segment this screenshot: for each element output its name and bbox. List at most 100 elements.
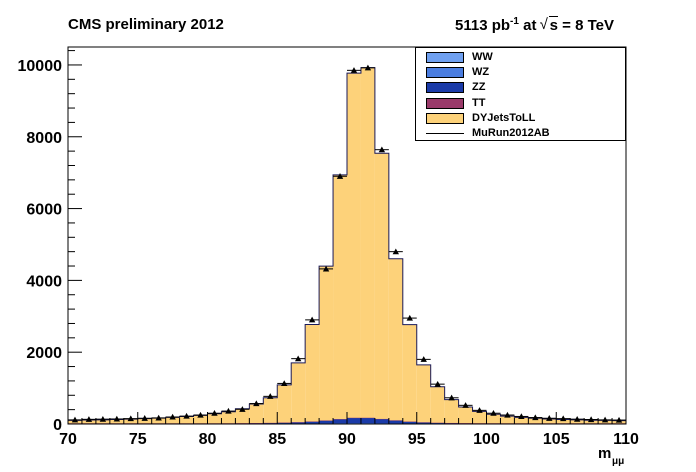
data-point [476, 407, 483, 413]
bar-zz [402, 421, 417, 424]
bar-zz [305, 421, 320, 424]
y-tick-label: 8000 [26, 130, 62, 147]
bar-dyjetstoll [458, 406, 473, 424]
data-point [406, 314, 413, 321]
data-point [364, 64, 372, 71]
y-tick-label: 6000 [26, 202, 62, 219]
bar-zz [388, 420, 403, 424]
legend-label: DYJetsToLL [472, 111, 536, 124]
bar-dyjetstoll [360, 67, 375, 424]
bar-dyjetstoll [179, 416, 194, 424]
bar-dyjetstoll [193, 415, 208, 424]
legend-label: WZ [472, 66, 490, 79]
lumi-value: 5113 pb [455, 17, 511, 34]
legend-line-marker [426, 133, 464, 134]
x-tick-label: 100 [473, 431, 500, 448]
data-point [350, 67, 358, 73]
data-point [420, 356, 427, 362]
bar-dyjetstoll [221, 411, 236, 424]
data-point [462, 402, 469, 408]
data-point [587, 416, 595, 423]
data-point [392, 248, 400, 255]
bar-dyjetstoll [95, 419, 110, 424]
bar-dyjetstoll [291, 362, 306, 424]
data-point [197, 411, 204, 418]
x-tick-label: 90 [338, 431, 356, 448]
data-point [546, 415, 553, 421]
data-point [253, 400, 260, 407]
data-point [336, 173, 344, 179]
data-point [127, 415, 134, 422]
legend-swatch [426, 97, 464, 109]
data-point [85, 416, 93, 422]
data-point [281, 380, 288, 386]
bar-dyjetstoll [570, 419, 585, 424]
bar-zz [374, 419, 389, 424]
bar-dyjetstoll [416, 364, 431, 424]
data-point [141, 415, 148, 421]
data-point [225, 407, 232, 414]
data-point [378, 146, 386, 153]
legend-label: TT [472, 96, 486, 109]
legend-item: WW [416, 50, 625, 65]
data-point [155, 414, 162, 421]
plot-header-left: CMS preliminary 2012 [68, 16, 224, 33]
data-point [434, 380, 441, 387]
bar-zz [333, 419, 347, 424]
x-tick-label: 105 [543, 431, 570, 448]
legend-item: MuRun2012AB [416, 126, 625, 141]
legend-item: TT [416, 96, 625, 111]
legend-label: MuRun2012AB [472, 127, 550, 139]
data-point [532, 414, 539, 421]
bar-dyjetstoll [584, 420, 599, 424]
data-point [573, 415, 581, 422]
x-tick-label: 110 [613, 431, 639, 448]
bar-dyjetstoll [528, 418, 543, 424]
legend-label: ZZ [472, 81, 486, 94]
bar-dyjetstoll [277, 384, 292, 424]
bar-dyjetstoll [333, 174, 347, 424]
data-point [169, 413, 176, 420]
bar-dyjetstoll [500, 416, 515, 424]
bar-zz [277, 422, 292, 424]
y-tick-label: 2000 [26, 345, 62, 362]
bar-dyjetstoll [374, 153, 389, 424]
bar-dyjetstoll [486, 414, 501, 424]
bar-dyjetstoll [514, 417, 529, 424]
legend-swatch [426, 82, 464, 94]
bar-dyjetstoll [319, 266, 334, 424]
x-tick-label: 75 [129, 431, 147, 448]
legend-swatch [426, 52, 464, 63]
bar-dyjetstoll [81, 420, 96, 424]
data-point [211, 410, 218, 416]
data-point [322, 265, 330, 272]
legend-item: ZZ [416, 80, 625, 95]
bar-dyjetstoll [137, 418, 152, 424]
bar-dyjetstoll [556, 419, 571, 424]
bar-dyjetstoll [472, 411, 487, 424]
bar-dyjetstoll [542, 418, 557, 424]
data-point [71, 416, 79, 423]
x-tick-label: 95 [408, 431, 426, 448]
data-point [183, 412, 190, 419]
legend-swatch [426, 67, 464, 79]
data-point [113, 415, 121, 422]
lumi-exponent: -1 [510, 16, 519, 27]
bar-zz [291, 422, 306, 424]
x-tick-label: 70 [59, 431, 77, 448]
data-point [490, 410, 497, 416]
data-point [615, 416, 623, 423]
legend-item: WZ [416, 65, 625, 80]
data-point [239, 406, 246, 412]
bar-dyjetstoll [263, 397, 278, 424]
bar-dyjetstoll [151, 418, 166, 424]
y-tick-label: 0 [53, 417, 62, 434]
legend-label: WW [472, 51, 493, 63]
bar-dyjetstoll [347, 73, 361, 424]
x-axis-label: m [598, 445, 611, 462]
x-tick-label: 85 [268, 431, 286, 448]
legend-swatch [426, 112, 464, 124]
data-point [518, 413, 525, 420]
